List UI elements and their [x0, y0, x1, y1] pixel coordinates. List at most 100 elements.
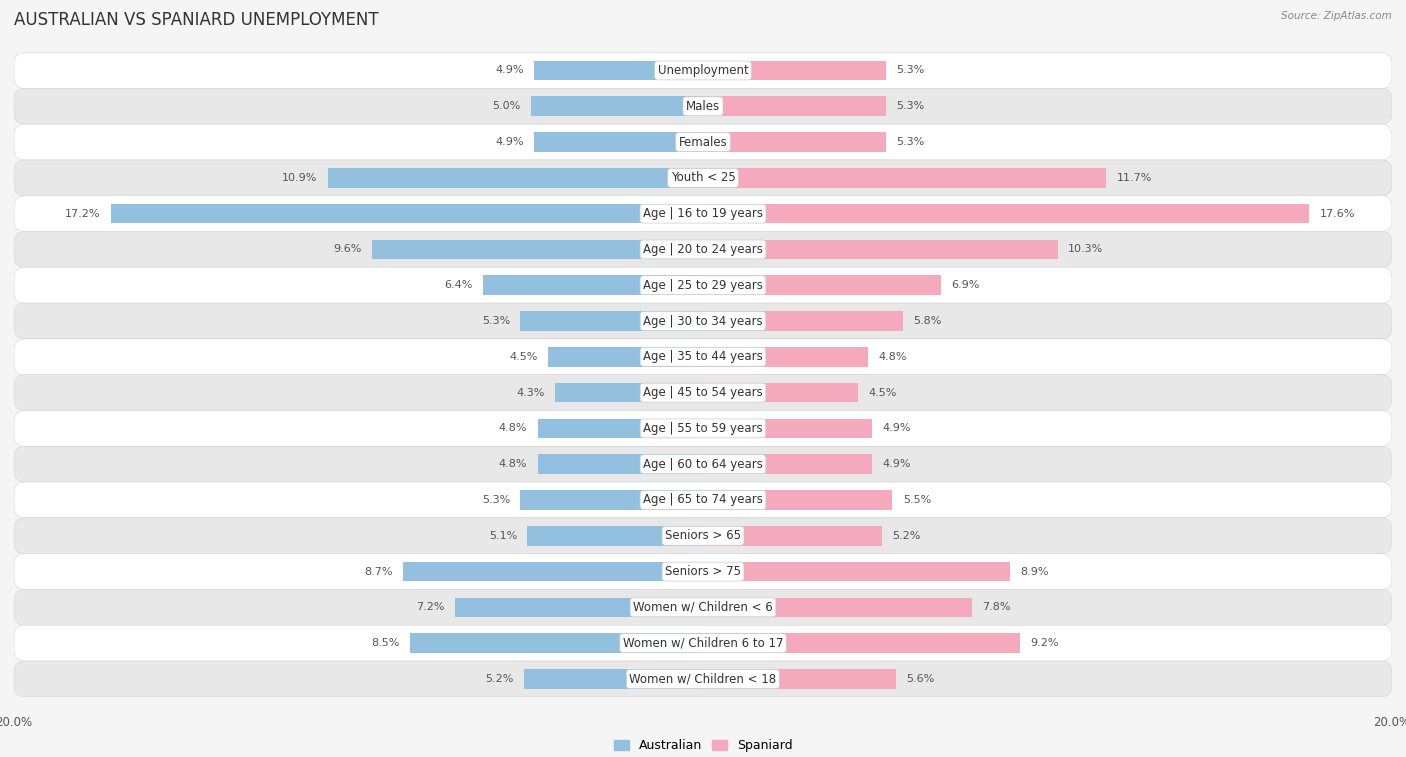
FancyBboxPatch shape	[14, 625, 1392, 661]
Bar	[703, 526, 882, 546]
FancyBboxPatch shape	[14, 410, 1392, 447]
Text: 5.0%: 5.0%	[492, 101, 520, 111]
Text: 4.8%: 4.8%	[499, 459, 527, 469]
Bar	[703, 597, 972, 617]
Text: 7.8%: 7.8%	[981, 603, 1011, 612]
Text: 5.2%: 5.2%	[485, 674, 513, 684]
Text: Age | 45 to 54 years: Age | 45 to 54 years	[643, 386, 763, 399]
Bar	[531, 96, 703, 116]
Bar	[703, 419, 872, 438]
Bar	[703, 204, 1309, 223]
Text: 6.4%: 6.4%	[444, 280, 472, 290]
FancyBboxPatch shape	[14, 339, 1392, 375]
Text: 4.3%: 4.3%	[516, 388, 544, 397]
Text: Age | 65 to 74 years: Age | 65 to 74 years	[643, 494, 763, 506]
FancyBboxPatch shape	[14, 482, 1392, 518]
Bar	[703, 634, 1019, 653]
Text: 17.2%: 17.2%	[65, 209, 100, 219]
Bar	[555, 383, 703, 403]
Bar	[703, 454, 872, 474]
Text: 5.3%: 5.3%	[482, 495, 510, 505]
Bar	[328, 168, 703, 188]
Text: 7.2%: 7.2%	[416, 603, 444, 612]
Bar	[527, 526, 703, 546]
Bar	[703, 132, 886, 152]
Bar	[548, 347, 703, 366]
Text: 4.9%: 4.9%	[882, 459, 911, 469]
Text: 10.3%: 10.3%	[1069, 245, 1104, 254]
Bar	[524, 669, 703, 689]
Text: Seniors > 75: Seniors > 75	[665, 565, 741, 578]
Bar	[703, 490, 893, 509]
Text: Seniors > 65: Seniors > 65	[665, 529, 741, 542]
Legend: Australian, Spaniard: Australian, Spaniard	[609, 734, 797, 757]
Bar	[703, 276, 941, 295]
Text: Age | 60 to 64 years: Age | 60 to 64 years	[643, 458, 763, 471]
Text: Age | 55 to 59 years: Age | 55 to 59 years	[643, 422, 763, 435]
Text: Males: Males	[686, 100, 720, 113]
Text: Age | 35 to 44 years: Age | 35 to 44 years	[643, 350, 763, 363]
Bar	[111, 204, 703, 223]
Text: 17.6%: 17.6%	[1320, 209, 1355, 219]
Bar	[404, 562, 703, 581]
Bar	[520, 490, 703, 509]
Bar	[703, 311, 903, 331]
Text: 5.3%: 5.3%	[896, 65, 924, 76]
Text: 4.9%: 4.9%	[882, 423, 911, 434]
Bar	[703, 168, 1107, 188]
Text: 4.5%: 4.5%	[869, 388, 897, 397]
Text: 6.9%: 6.9%	[950, 280, 980, 290]
Text: Unemployment: Unemployment	[658, 64, 748, 77]
Text: 8.7%: 8.7%	[364, 566, 392, 577]
Text: Females: Females	[679, 136, 727, 148]
FancyBboxPatch shape	[14, 267, 1392, 303]
Text: 5.1%: 5.1%	[489, 531, 517, 540]
Text: 8.9%: 8.9%	[1019, 566, 1049, 577]
Text: 4.8%: 4.8%	[879, 352, 907, 362]
Text: 5.3%: 5.3%	[896, 101, 924, 111]
Text: 9.6%: 9.6%	[333, 245, 361, 254]
Bar	[703, 669, 896, 689]
FancyBboxPatch shape	[14, 518, 1392, 553]
Text: 4.9%: 4.9%	[495, 137, 524, 147]
Text: 5.8%: 5.8%	[912, 316, 942, 326]
Bar	[534, 132, 703, 152]
Text: 4.8%: 4.8%	[499, 423, 527, 434]
FancyBboxPatch shape	[14, 303, 1392, 339]
FancyBboxPatch shape	[14, 160, 1392, 196]
Bar	[703, 61, 886, 80]
FancyBboxPatch shape	[14, 124, 1392, 160]
FancyBboxPatch shape	[14, 661, 1392, 697]
Text: 5.3%: 5.3%	[896, 137, 924, 147]
Text: Age | 30 to 34 years: Age | 30 to 34 years	[643, 314, 763, 328]
Text: Age | 25 to 29 years: Age | 25 to 29 years	[643, 279, 763, 291]
FancyBboxPatch shape	[14, 590, 1392, 625]
Text: Age | 16 to 19 years: Age | 16 to 19 years	[643, 207, 763, 220]
Text: Women w/ Children < 6: Women w/ Children < 6	[633, 601, 773, 614]
FancyBboxPatch shape	[14, 447, 1392, 482]
Text: 9.2%: 9.2%	[1031, 638, 1059, 648]
FancyBboxPatch shape	[14, 89, 1392, 124]
Bar	[537, 454, 703, 474]
FancyBboxPatch shape	[14, 375, 1392, 410]
Bar	[534, 61, 703, 80]
Text: Women w/ Children 6 to 17: Women w/ Children 6 to 17	[623, 637, 783, 650]
Bar	[703, 240, 1057, 260]
Bar	[373, 240, 703, 260]
Text: 5.3%: 5.3%	[482, 316, 510, 326]
Text: 5.5%: 5.5%	[903, 495, 931, 505]
Bar	[520, 311, 703, 331]
FancyBboxPatch shape	[14, 553, 1392, 590]
FancyBboxPatch shape	[14, 52, 1392, 89]
Text: 4.9%: 4.9%	[495, 65, 524, 76]
Text: 10.9%: 10.9%	[281, 173, 318, 183]
Text: Age | 20 to 24 years: Age | 20 to 24 years	[643, 243, 763, 256]
FancyBboxPatch shape	[14, 196, 1392, 232]
Text: 5.2%: 5.2%	[893, 531, 921, 540]
Text: Youth < 25: Youth < 25	[671, 171, 735, 185]
Bar	[411, 634, 703, 653]
Bar	[537, 419, 703, 438]
Bar	[703, 383, 858, 403]
Text: 5.6%: 5.6%	[907, 674, 935, 684]
Text: 8.5%: 8.5%	[371, 638, 399, 648]
